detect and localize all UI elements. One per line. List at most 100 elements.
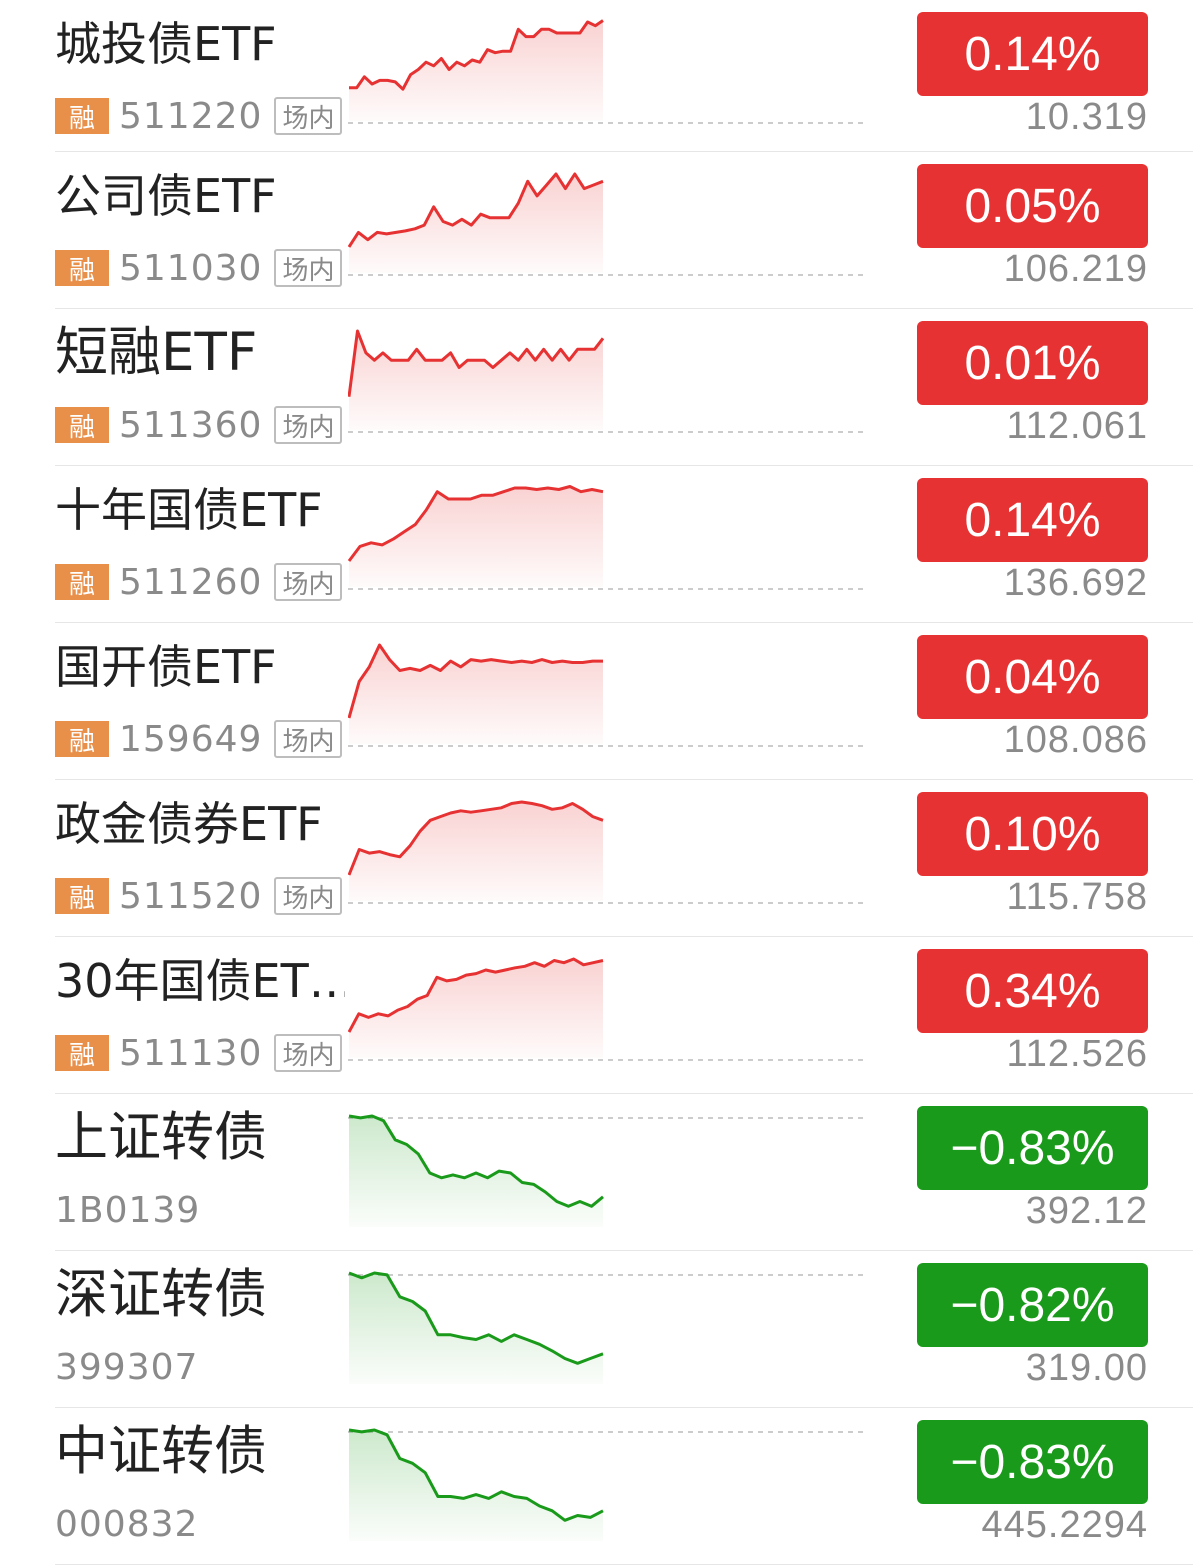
margin-trading-badge: 融 (55, 1035, 109, 1071)
sparkline-line (348, 485, 604, 562)
sparkline-line (348, 957, 604, 1033)
fund-name: 城投债ETF (55, 17, 277, 71)
fund-row[interactable]: 短融ETF 融 511360 场内 0.01% 112.061 (55, 309, 1193, 466)
fund-code: 159649 (119, 718, 263, 760)
fund-code: 511260 (119, 561, 263, 603)
change-percent-badge[interactable]: 0.04% (917, 635, 1148, 719)
fund-name: 中证转债 (55, 1421, 267, 1482)
fund-meta: 融 511220 场内 (55, 95, 343, 137)
intraday-sparkline (348, 957, 863, 1061)
sparkline-area (349, 331, 603, 430)
market-tag: 场内 (274, 563, 343, 601)
fund-row[interactable]: 深证转债 399307 −0.82% 319.00 (55, 1251, 1193, 1408)
fund-meta: 1B0139 (55, 1189, 212, 1231)
fund-row[interactable]: 上证转债 1B0139 −0.83% 392.12 (55, 1094, 1193, 1251)
change-percent-badge[interactable]: −0.82% (917, 1263, 1148, 1347)
market-tag: 场内 (274, 406, 343, 444)
sparkline-area (349, 1273, 603, 1384)
fund-meta: 融 511030 场内 (55, 247, 343, 289)
fund-row[interactable]: 城投债ETF 融 511220 场内 0.14% 10.319 (55, 0, 1193, 152)
sparkline-area (349, 174, 603, 273)
fund-name: 30年国债ET… (55, 954, 345, 1008)
sparkline-line (348, 643, 603, 719)
fund-row[interactable]: 政金债券ETF 融 511520 场内 0.10% 115.758 (55, 780, 1193, 937)
sparkline-area (349, 1430, 603, 1541)
fund-code: 399307 (55, 1346, 199, 1388)
sparkline-line (348, 1114, 604, 1208)
latest-price: 445.2294 (981, 1504, 1148, 1546)
sparkline-line (349, 19, 604, 91)
margin-trading-badge: 融 (55, 721, 109, 757)
fund-code: 511130 (119, 1032, 263, 1074)
fund-code: 511360 (119, 404, 263, 446)
latest-price: 106.219 (1003, 248, 1148, 290)
fund-code: 1B0139 (55, 1189, 201, 1231)
fund-code: 511520 (119, 875, 263, 917)
latest-price: 112.061 (1006, 405, 1148, 447)
change-percent-badge[interactable]: 0.14% (917, 12, 1148, 96)
latest-price: 108.086 (1003, 719, 1148, 761)
fund-name: 上证转债 (55, 1107, 267, 1168)
sparkline-line (348, 800, 604, 876)
change-percent-badge[interactable]: −0.83% (917, 1106, 1148, 1190)
latest-price: 112.526 (1006, 1033, 1148, 1075)
sparkline-line (348, 172, 604, 248)
latest-price: 10.319 (1025, 96, 1148, 138)
fund-meta: 融 511130 场内 (55, 1032, 343, 1074)
sparkline-area (349, 20, 603, 121)
market-tag: 场内 (274, 249, 343, 287)
sparkline-line (348, 1271, 604, 1365)
fund-code: 511030 (119, 247, 263, 289)
change-percent-badge[interactable]: 0.05% (917, 164, 1148, 248)
intraday-sparkline (348, 643, 863, 747)
latest-price: 115.758 (1006, 876, 1148, 918)
sparkline-area (349, 959, 603, 1058)
intraday-sparkline (348, 172, 863, 276)
margin-trading-badge: 融 (55, 878, 109, 914)
sparkline-area (349, 1116, 603, 1227)
sparkline-line (348, 329, 605, 397)
margin-trading-badge: 融 (55, 407, 109, 443)
fund-name: 政金债券ETF (55, 797, 323, 851)
sparkline-line (348, 1428, 604, 1522)
fund-meta: 000832 (55, 1503, 210, 1545)
market-tag: 场内 (274, 1034, 343, 1072)
latest-price: 136.692 (1003, 562, 1148, 604)
fund-name: 十年国债ETF (55, 483, 323, 537)
intraday-sparkline (348, 19, 863, 124)
margin-trading-badge: 融 (55, 564, 109, 600)
fund-meta: 融 511360 场内 (55, 404, 343, 446)
sparkline-area (349, 486, 603, 587)
change-percent-badge[interactable]: 0.14% (917, 478, 1148, 562)
sparkline-area (349, 802, 603, 901)
fund-meta: 融 511260 场内 (55, 561, 343, 603)
intraday-sparkline (348, 800, 863, 904)
market-tag: 场内 (274, 720, 343, 758)
latest-price: 392.12 (1025, 1190, 1148, 1232)
change-percent-badge[interactable]: −0.83% (917, 1420, 1148, 1504)
change-percent-badge[interactable]: 0.01% (917, 321, 1148, 405)
intraday-sparkline (348, 1114, 863, 1227)
fund-code: 511220 (119, 95, 263, 137)
fund-row[interactable]: 30年国债ET… 融 511130 场内 0.34% 112.526 (55, 937, 1193, 1094)
fund-meta: 融 159649 场内 (55, 718, 343, 760)
fund-row[interactable]: 国开债ETF 融 159649 场内 0.04% 108.086 (55, 623, 1193, 780)
fund-meta: 399307 (55, 1346, 210, 1388)
fund-row[interactable]: 中证转债 000832 −0.83% 445.2294 (55, 1408, 1193, 1565)
change-percent-badge[interactable]: 0.10% (917, 792, 1148, 876)
fund-row[interactable]: 公司债ETF 融 511030 场内 0.05% 106.219 (55, 152, 1193, 309)
intraday-sparkline (348, 1428, 863, 1541)
fund-meta: 融 511520 场内 (55, 875, 343, 917)
margin-trading-badge: 融 (55, 250, 109, 286)
margin-trading-badge: 融 (55, 98, 109, 134)
fund-name: 国开债ETF (55, 640, 277, 694)
intraday-sparkline (348, 485, 863, 590)
fund-name: 公司债ETF (55, 169, 277, 223)
fund-row[interactable]: 十年国债ETF 融 511260 场内 0.14% 136.692 (55, 466, 1193, 623)
fund-name: 短融ETF (55, 322, 258, 383)
intraday-sparkline (348, 1271, 863, 1384)
change-percent-badge[interactable]: 0.34% (917, 949, 1148, 1033)
latest-price: 319.00 (1025, 1347, 1148, 1389)
fund-code: 000832 (55, 1503, 199, 1545)
